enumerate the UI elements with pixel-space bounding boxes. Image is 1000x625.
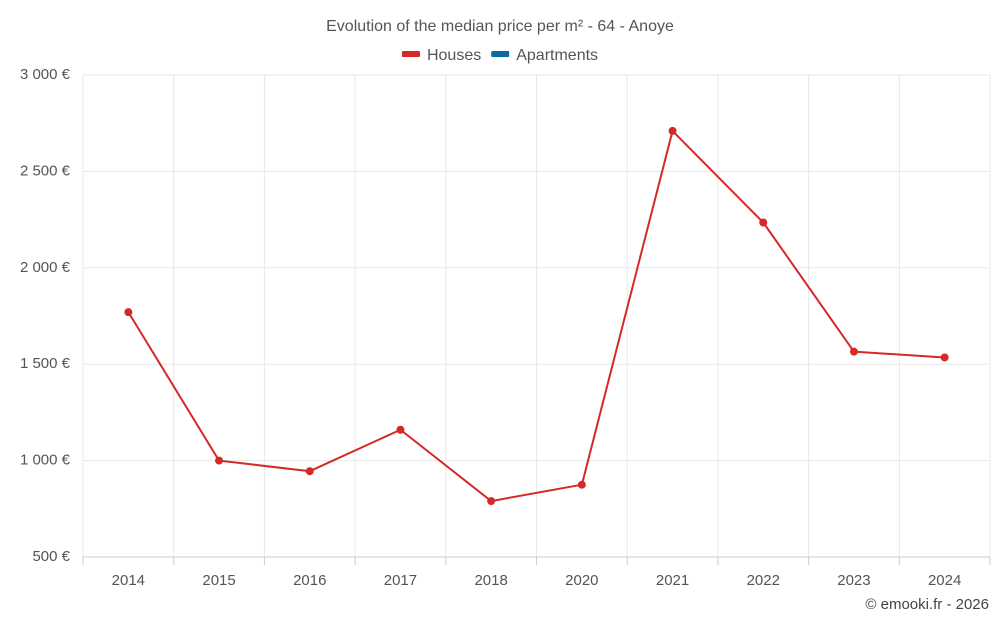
legend: Houses Apartments [401,47,598,64]
legend-item-apartments[interactable]: Apartments [491,47,598,64]
data-point[interactable] [668,126,677,135]
y-tick-label: 3 000 € [20,66,71,83]
data-point[interactable] [215,456,224,465]
legend-swatch [491,51,510,57]
credit: © emooki.fr - 2026 [865,596,989,613]
legend-label: Apartments [516,47,598,64]
data-point[interactable] [577,480,586,489]
legend-label: Houses [427,47,481,64]
data-point[interactable] [305,467,314,476]
series-houses [124,126,949,506]
data-point[interactable] [124,308,133,317]
y-tick-label: 1 000 € [20,452,71,469]
data-point[interactable] [759,218,768,227]
series-line [127,129,945,503]
y-tick-label: 2 500 € [20,162,71,179]
data-point[interactable] [940,353,949,362]
x-tick-label: 2018 [474,572,507,589]
legend-swatch [401,51,420,57]
grid [82,74,991,557]
y-tick-label: 1 500 € [20,355,71,372]
x-tick-label: 2015 [202,572,235,589]
chart-title: Evolution of the median price per m² - 6… [326,18,674,35]
legend-item-houses[interactable]: Houses [401,47,481,64]
x-axis: 2014 2015 2016 2017 2018 2020 2021 2022 2023 2024 [82,556,991,589]
data-point[interactable] [396,425,405,434]
data-point[interactable] [849,347,858,356]
series [124,126,949,506]
y-tick-label: 2 000 € [20,259,71,276]
x-tick-label: 2017 [384,572,417,589]
x-tick-label: 2014 [112,572,145,589]
x-tick-label: 2024 [928,572,961,589]
x-tick-label: 2020 [565,572,598,589]
data-point[interactable] [487,497,496,506]
x-tick-label: 2021 [656,572,689,589]
y-tick-label: 500 € [32,548,70,565]
x-tick-label: 2016 [293,572,326,589]
x-tick-label: 2023 [837,572,870,589]
x-tick-label: 2022 [747,572,780,589]
y-axis: 500 € 1 000 € 1 500 € 2 000 € 2 500 € 3 000 € [20,66,71,565]
